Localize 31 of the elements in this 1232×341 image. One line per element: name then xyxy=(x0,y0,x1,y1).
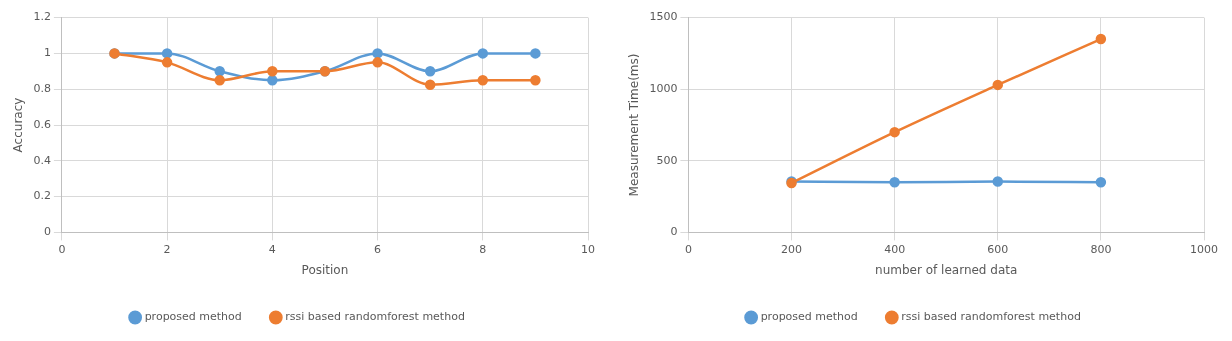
y-tick-label: 1.2 xyxy=(33,10,51,24)
x-tick-label: 6 xyxy=(374,242,382,256)
y-tick-label: 0.6 xyxy=(33,117,51,131)
y-tick-label: 0 xyxy=(670,225,678,239)
y-tick-label: 1 xyxy=(43,46,51,60)
x-axis-title: Position xyxy=(301,262,349,277)
y-tick-label: 1000 xyxy=(649,82,678,96)
y-tick-label: 0.8 xyxy=(33,82,51,96)
legend-label: proposed method xyxy=(144,310,242,324)
x-tick-label: 600 xyxy=(987,242,1009,256)
x-axis-title: number of learned data xyxy=(875,262,1018,277)
legend-label: rssi based randomforest method xyxy=(901,310,1081,324)
y-tick-label: 500 xyxy=(656,153,678,167)
x-tick-label: 10 xyxy=(581,242,595,256)
y-axis-title: Measurement Time(ms) xyxy=(627,53,642,197)
legend-label: rssi based randomforest method xyxy=(285,310,465,324)
x-tick-label: 8 xyxy=(479,242,487,256)
x-tick-label: 0 xyxy=(684,242,692,256)
y-tick-label: 0.4 xyxy=(33,153,51,167)
x-tick-label: 800 xyxy=(1090,242,1112,256)
x-tick-label: 4 xyxy=(268,242,276,256)
x-tick-label: 400 xyxy=(884,242,906,256)
y-axis-title: Accuracy xyxy=(11,97,26,153)
x-tick-label: 0 xyxy=(58,242,66,256)
y-tick-label: 1500 xyxy=(649,10,678,24)
legend-label: proposed method xyxy=(760,310,858,324)
x-tick-label: 200 xyxy=(781,242,803,256)
x-tick-label: 2 xyxy=(163,242,171,256)
y-tick-label: 0 xyxy=(43,225,51,239)
x-tick-label: 1000 xyxy=(1190,242,1218,256)
y-tick-label: 0.2 xyxy=(33,189,51,203)
